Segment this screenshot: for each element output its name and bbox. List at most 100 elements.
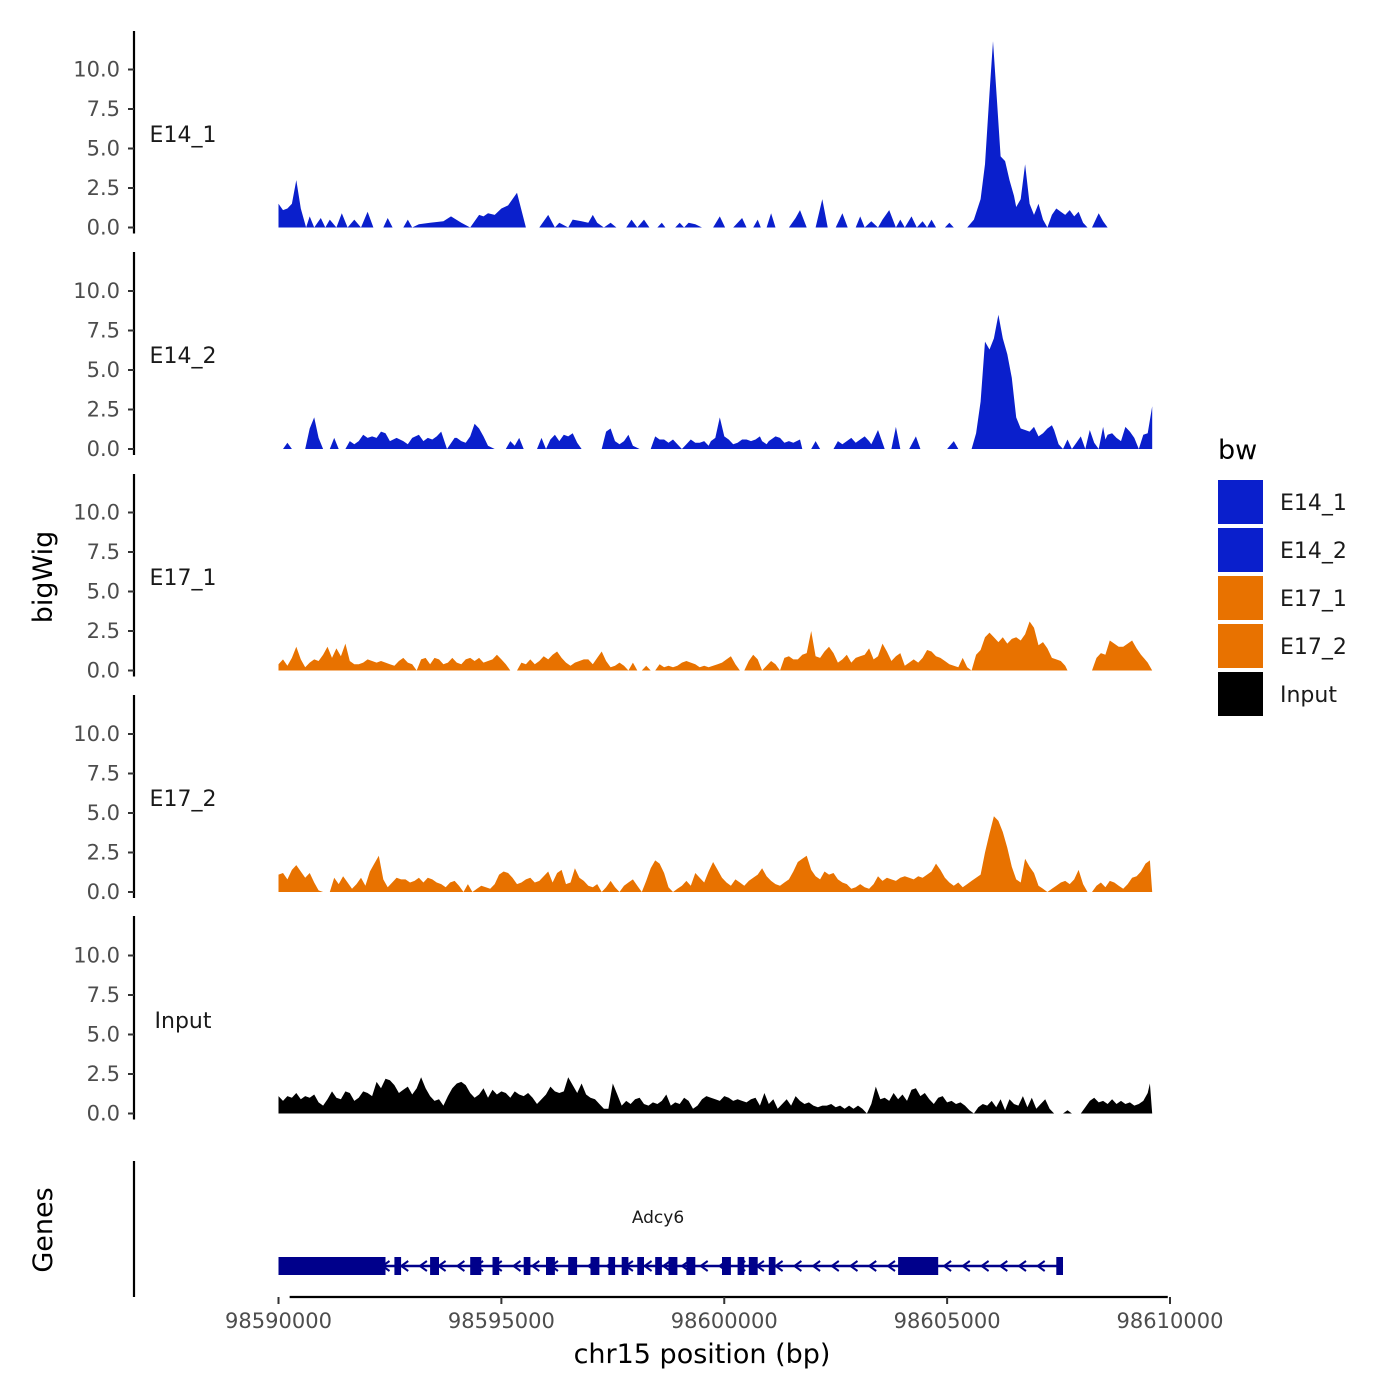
track-label: E17_1	[150, 566, 217, 591]
track-E14_1: 0.0 2.5 5.0 7.5 10.0 E14_1	[73, 31, 1108, 240]
legend-item-E17_1: E17_1	[1218, 576, 1347, 620]
signal-area-E14_2	[278, 314, 1153, 449]
y-tick-label: 7.5	[87, 540, 120, 564]
legend-label: E17_2	[1280, 635, 1347, 660]
y-tick-label: 5.0	[87, 580, 120, 604]
x-tick-label: 98590000	[225, 1309, 332, 1333]
legend-swatch	[1218, 528, 1263, 572]
strand-arrow	[942, 1260, 952, 1272]
strand-arrow	[530, 1260, 540, 1272]
gene-exon	[394, 1257, 402, 1275]
legend-swatch	[1218, 576, 1263, 620]
y-tick-label: 7.5	[87, 983, 120, 1007]
genes-axis-title: Genes	[28, 1187, 59, 1272]
gene-exon	[1056, 1257, 1063, 1275]
legend-item-E17_2: E17_2	[1218, 624, 1347, 668]
gene-exon	[523, 1257, 531, 1275]
strand-arrow	[792, 1260, 802, 1272]
track-E14_2: 0.0 2.5 5.0 7.5 10.0 E14_2	[73, 252, 1153, 461]
gene-exon	[637, 1257, 644, 1275]
x-axis-title: chr15 position (bp)	[574, 1339, 831, 1370]
y-tick-label: 10.0	[73, 501, 120, 525]
legend-swatch	[1218, 480, 1263, 524]
gene-exon	[430, 1257, 439, 1275]
signal-area-E17_2	[278, 816, 1153, 892]
track-label: E17_2	[150, 787, 217, 812]
strand-arrow	[979, 1260, 990, 1272]
gene-exon	[590, 1257, 600, 1275]
y-tick-label: 7.5	[87, 97, 120, 121]
gene-label: Adcy6	[632, 1208, 684, 1228]
gene-exon	[737, 1257, 745, 1275]
gene-exon	[686, 1257, 696, 1275]
legend-title: bw	[1218, 435, 1257, 466]
y-tick-label: 0.0	[87, 1102, 120, 1126]
gene-exon	[898, 1257, 939, 1275]
strand-arrow	[886, 1260, 896, 1272]
legend-label: E17_1	[1280, 587, 1347, 612]
x-tick-label: 98600000	[671, 1309, 778, 1333]
legend-item-E14_2: E14_2	[1218, 528, 1347, 572]
legend: E14_1 E14_2 E17_1 E17_2 Input	[1218, 480, 1347, 716]
y-axis-title: bigWig	[28, 531, 59, 624]
track-label: E14_1	[150, 123, 217, 148]
legend-item-Input: Input	[1218, 672, 1337, 716]
track-label: Input	[155, 1009, 212, 1034]
strand-arrow	[511, 1260, 522, 1272]
gene-exon	[621, 1257, 629, 1275]
strand-arrow	[1035, 1260, 1046, 1272]
y-tick-label: 0.0	[87, 880, 120, 904]
y-tick-label: 10.0	[73, 279, 120, 303]
strand-arrow	[998, 1260, 1008, 1272]
track-E17_1: 0.0 2.5 5.0 7.5 10.0 E17_1	[73, 474, 1153, 683]
y-tick-label: 7.5	[87, 762, 120, 786]
gene-exon	[655, 1257, 662, 1275]
y-tick-label: 5.0	[87, 801, 120, 825]
y-tick-label: 2.5	[87, 1062, 120, 1086]
y-tick-label: 2.5	[87, 176, 120, 200]
signal-area-E14_1	[278, 41, 1108, 228]
y-tick-label: 7.5	[87, 319, 120, 343]
y-tick-label: 2.5	[87, 619, 120, 643]
y-tick-label: 0.0	[87, 659, 120, 683]
genes-panel	[132, 1161, 1064, 1297]
strand-arrow	[811, 1260, 821, 1272]
legend-item-E14_1: E14_1	[1218, 480, 1347, 524]
y-tick-label: 5.0	[87, 137, 120, 161]
strand-arrow	[455, 1260, 465, 1272]
track-Input: 0.0 2.5 5.0 7.5 10.0 Input	[73, 916, 1153, 1126]
gene-exon	[492, 1257, 500, 1275]
x-tick-label: 98605000	[894, 1309, 1001, 1333]
strand-arrow	[661, 1260, 671, 1272]
strand-arrow	[830, 1260, 840, 1272]
gene-exon	[608, 1257, 616, 1275]
gene-exon	[546, 1257, 555, 1275]
legend-label: E14_2	[1280, 539, 1347, 564]
strand-arrow	[1017, 1260, 1027, 1272]
y-tick-label: 2.5	[87, 841, 120, 865]
y-tick-label: 2.5	[87, 398, 120, 422]
legend-swatch	[1218, 672, 1263, 716]
gene-exon	[722, 1257, 731, 1275]
gene-exon	[278, 1257, 386, 1275]
strand-arrow	[848, 1260, 859, 1272]
strand-arrow	[867, 1260, 877, 1272]
x-axis: 98590000 98595000 98600000 98605000 98610000	[225, 1295, 1223, 1333]
track-label: E14_2	[150, 344, 217, 369]
strand-arrow	[418, 1260, 428, 1272]
legend-label: E14_1	[1280, 491, 1347, 516]
gene-exon	[568, 1257, 578, 1275]
y-tick-label: 10.0	[73, 58, 120, 82]
y-tick-label: 0.0	[87, 437, 120, 461]
gene-exon	[748, 1257, 758, 1275]
strand-arrow	[961, 1260, 971, 1272]
x-tick-label: 98595000	[448, 1309, 555, 1333]
gene-exon	[470, 1257, 482, 1275]
strand-arrow	[773, 1260, 784, 1272]
strand-arrow	[698, 1260, 709, 1272]
legend-label: Input	[1280, 683, 1337, 708]
strand-arrow	[399, 1260, 409, 1272]
signal-tracks: 0.0 2.5 5.0 7.5 10.0 E14_1 0.0 2.5 5.0 7.5 10.0 E14…	[73, 31, 1153, 1126]
y-tick-label: 0.0	[87, 216, 120, 240]
